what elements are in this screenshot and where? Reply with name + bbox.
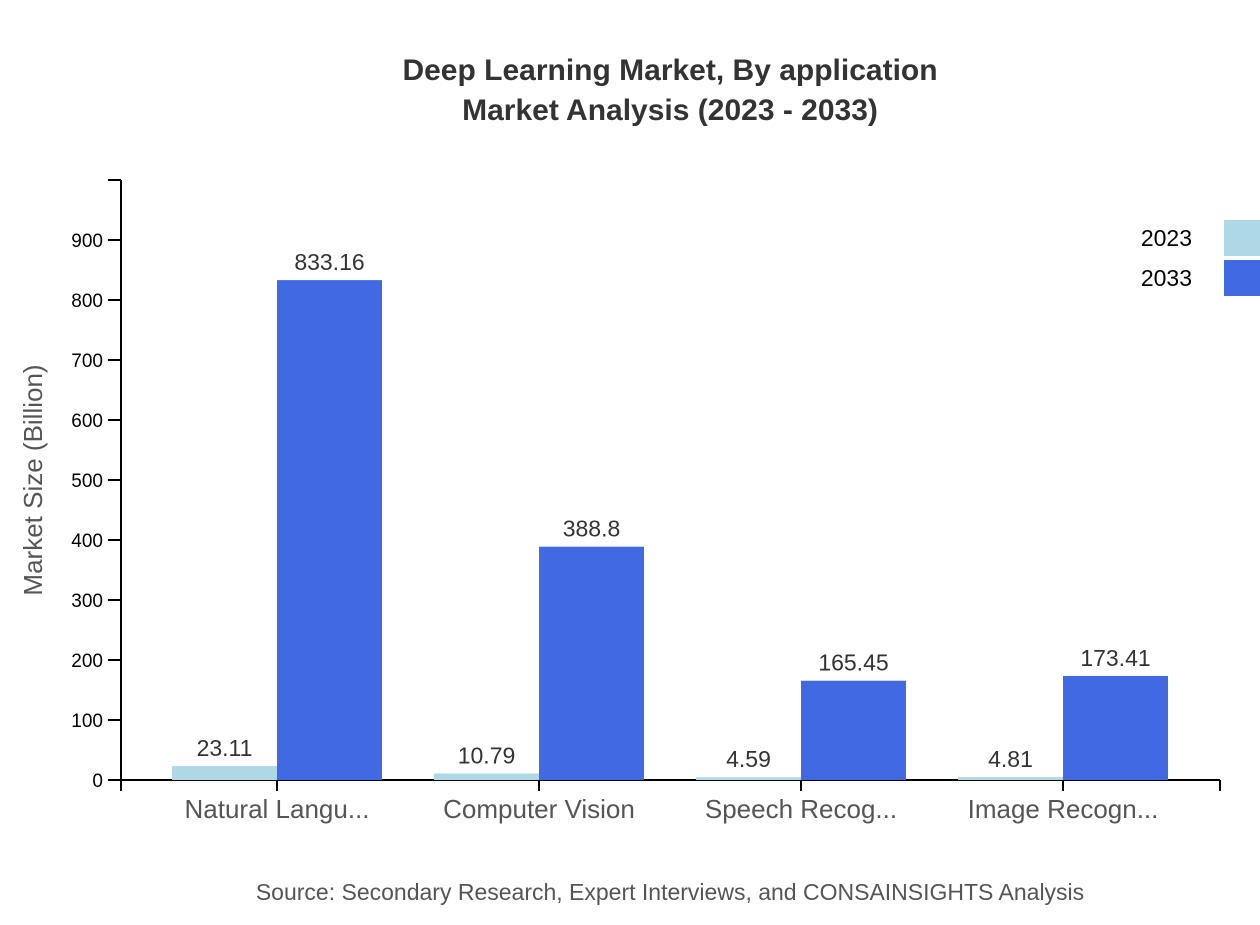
legend-swatch — [1224, 220, 1260, 256]
bar-2033 — [1063, 675, 1168, 780]
y-tick-label: 0 — [92, 771, 103, 792]
y-tick-label: 200 — [71, 651, 103, 672]
bar-2033 — [277, 280, 382, 780]
y-tick-label: 400 — [71, 531, 103, 552]
y-tick-label: 100 — [71, 711, 103, 732]
data-label: 4.81 — [988, 746, 1033, 772]
data-label: 23.11 — [197, 735, 253, 761]
y-tick-label: 500 — [71, 471, 103, 492]
bar-2023 — [696, 777, 801, 780]
x-tick-label: Image Recogn... — [968, 794, 1159, 824]
source-note: Source: Secondary Research, Expert Inter… — [256, 879, 1084, 905]
y-tick-label: 600 — [71, 411, 103, 432]
bar-2023 — [958, 777, 1063, 780]
data-label: 4.59 — [726, 746, 771, 772]
chart-subtitle: Market Analysis (2023 - 2033) — [462, 94, 878, 127]
data-label: 165.45 — [818, 650, 888, 676]
bar-2033 — [801, 680, 906, 780]
x-tick-label: Speech Recog... — [705, 794, 897, 824]
legend-swatch — [1224, 260, 1260, 296]
y-axis-label: Market Size (Billion) — [18, 364, 48, 595]
axes: 0 100 200 300 400 500 600 700 800 900 Natural Lang… — [71, 179, 1221, 824]
data-label: 10.79 — [458, 743, 516, 769]
y-tick-label: 800 — [71, 291, 103, 312]
x-tick-label: Natural Langu... — [184, 794, 369, 824]
chart-title: Deep Learning Market, By application — [402, 54, 937, 87]
x-tick-label: Computer Vision — [443, 794, 635, 824]
legend-label: 2033 — [1141, 265, 1192, 291]
legend-label: 2023 — [1141, 225, 1192, 251]
y-tick-label: 900 — [71, 231, 103, 252]
data-label: 833.16 — [294, 249, 364, 275]
y-tick-label: 700 — [71, 351, 103, 372]
bars: 23.11 833.16 10.79 388.8 4.59 165.45 4.81 173.4… — [172, 249, 1168, 780]
data-label: 388.8 — [563, 516, 621, 542]
bar-2033 — [539, 546, 644, 780]
legend: 2023 2033 — [1141, 220, 1260, 296]
y-tick-label: 300 — [71, 591, 103, 612]
bar-2023 — [172, 766, 277, 780]
data-label: 173.41 — [1080, 645, 1150, 671]
bar-2023 — [434, 773, 539, 780]
